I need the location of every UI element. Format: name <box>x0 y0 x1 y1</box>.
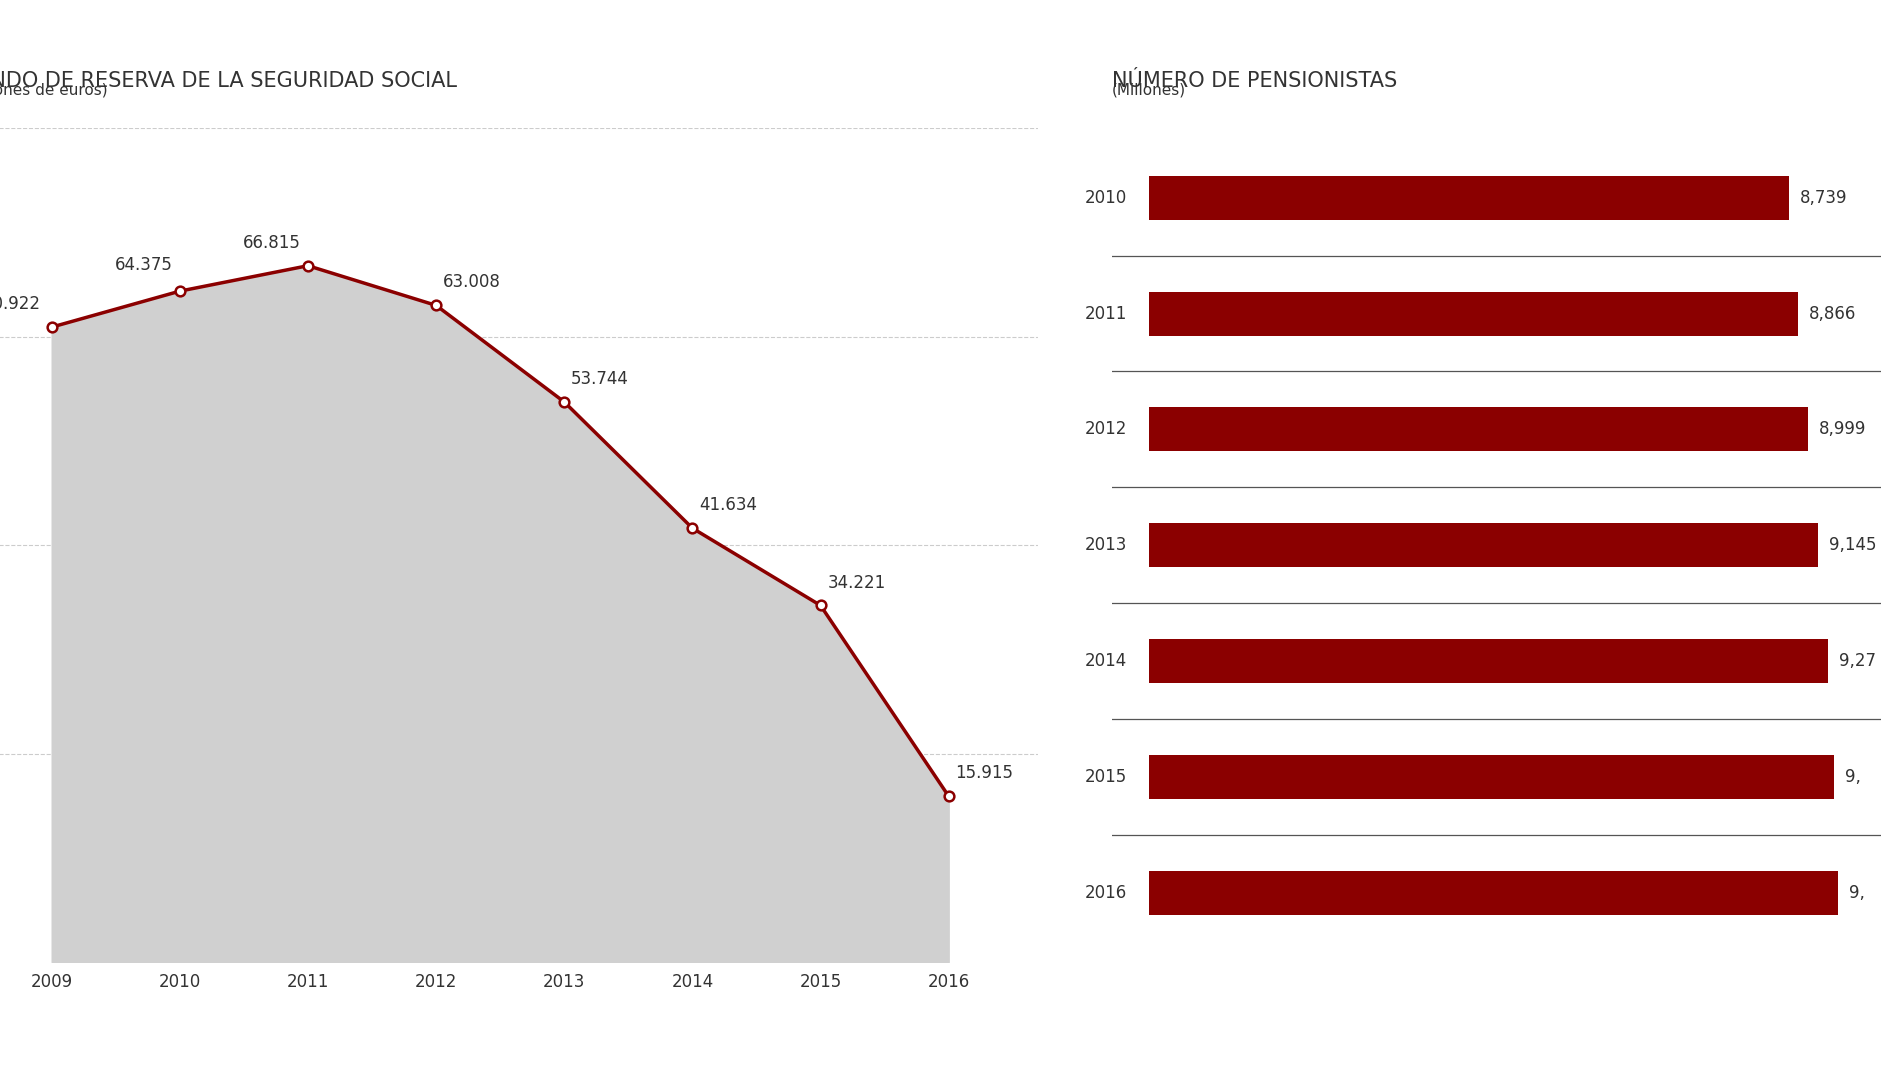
Text: (Millones): (Millones) <box>1112 82 1186 97</box>
Text: 2013: 2013 <box>1085 537 1127 554</box>
Text: FONDO DE RESERVA DE LA SEGURIDAD SOCIAL: FONDO DE RESERVA DE LA SEGURIDAD SOCIAL <box>0 71 458 91</box>
Text: 2014: 2014 <box>1085 652 1127 670</box>
Text: 15.915: 15.915 <box>956 764 1013 783</box>
Bar <box>1150 407 1807 451</box>
Text: 2015: 2015 <box>1085 768 1127 786</box>
Bar <box>1150 523 1818 568</box>
Text: 64.375: 64.375 <box>116 257 173 275</box>
Text: 34.221: 34.221 <box>828 574 885 591</box>
Text: 53.744: 53.744 <box>572 370 629 388</box>
Text: 2016: 2016 <box>1085 884 1127 901</box>
Text: NÚMERO DE PENSIONISTAS: NÚMERO DE PENSIONISTAS <box>1112 71 1396 91</box>
Text: 9,: 9, <box>1845 768 1860 786</box>
Text: 8,866: 8,866 <box>1809 305 1856 323</box>
Text: 8,999: 8,999 <box>1818 420 1866 438</box>
Text: 8,739: 8,739 <box>1799 189 1847 206</box>
Text: 9,27: 9,27 <box>1839 652 1875 670</box>
Text: 63.008: 63.008 <box>443 274 502 292</box>
Bar <box>1150 639 1828 683</box>
Bar <box>1150 870 1839 915</box>
Bar <box>1150 292 1797 336</box>
Text: (Millones de euros): (Millones de euros) <box>0 82 108 97</box>
Text: 2011: 2011 <box>1085 305 1127 323</box>
Text: 66.815: 66.815 <box>243 234 300 252</box>
Text: 41.634: 41.634 <box>699 496 758 514</box>
Bar <box>1150 755 1834 799</box>
Text: 60.922: 60.922 <box>0 295 40 313</box>
Text: 2010: 2010 <box>1085 189 1127 206</box>
Bar <box>1150 175 1788 220</box>
Text: 9,: 9, <box>1849 884 1866 901</box>
Text: 9,145: 9,145 <box>1830 537 1877 554</box>
Text: 2012: 2012 <box>1085 420 1127 438</box>
